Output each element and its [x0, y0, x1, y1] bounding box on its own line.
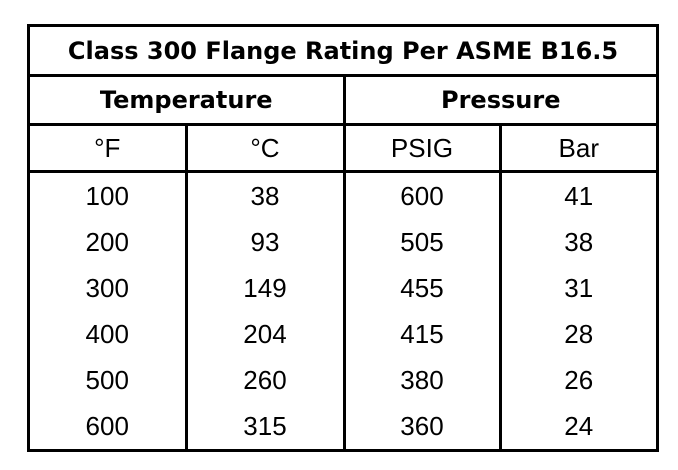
flange-rating-table: Class 300 Flange Rating Per ASME B16.5 T…	[27, 24, 659, 452]
unit-bar: Bar	[498, 124, 656, 173]
unit-psig: PSIG	[342, 124, 500, 173]
cell-bar: 41	[498, 171, 656, 219]
pressure-header: Pressure	[342, 75, 656, 126]
cell-bar: 31	[498, 265, 656, 311]
cell-psig: 505	[342, 219, 500, 265]
cell-bar: 24	[498, 403, 656, 449]
table-row: 400 204 415 28	[30, 311, 656, 357]
unit-header-row: °F °C PSIG Bar	[30, 124, 656, 173]
cell-fahrenheit: 100	[85, 180, 129, 211]
table-row: 200 93 505 38	[30, 219, 656, 265]
cell-psig: 600	[342, 171, 500, 219]
cell-fahrenheit: 500	[85, 364, 129, 395]
temperature-header: Temperature	[30, 75, 344, 126]
rating-table: Class 300 Flange Rating Per ASME B16.5 T…	[30, 27, 656, 449]
table-title: Class 300 Flange Rating Per ASME B16.5	[30, 27, 656, 77]
table-row: 100 38 600 41	[30, 171, 656, 219]
cell-fahrenheit: 300	[85, 272, 129, 303]
cell-fahrenheit: 600	[85, 410, 129, 441]
cell-celsius: 93	[184, 219, 344, 265]
cell-bar: 26	[498, 357, 656, 403]
cell-psig: 380	[342, 357, 500, 403]
title-row: Class 300 Flange Rating Per ASME B16.5	[30, 27, 656, 77]
cell-celsius: 315	[184, 403, 344, 449]
cell-fahrenheit: 400	[85, 318, 129, 349]
table-row: 600 315 360 24	[30, 403, 656, 449]
cell-fahrenheit: 200	[85, 226, 129, 257]
table-row: 500 260 380 26	[30, 357, 656, 403]
cell-psig: 360	[342, 403, 500, 449]
table-row: 300 149 455 31	[30, 265, 656, 311]
cell-celsius: 260	[184, 357, 344, 403]
cell-celsius: 149	[184, 265, 344, 311]
cell-celsius: 204	[184, 311, 344, 357]
cell-bar: 28	[498, 311, 656, 357]
cell-bar: 38	[498, 219, 656, 265]
unit-fahrenheit: °F	[30, 124, 186, 173]
cell-celsius: 38	[184, 171, 344, 219]
cell-psig: 415	[342, 311, 500, 357]
unit-celsius: °C	[184, 124, 344, 173]
cell-psig: 455	[342, 265, 500, 311]
group-header-row: Temperature Pressure	[30, 75, 656, 126]
